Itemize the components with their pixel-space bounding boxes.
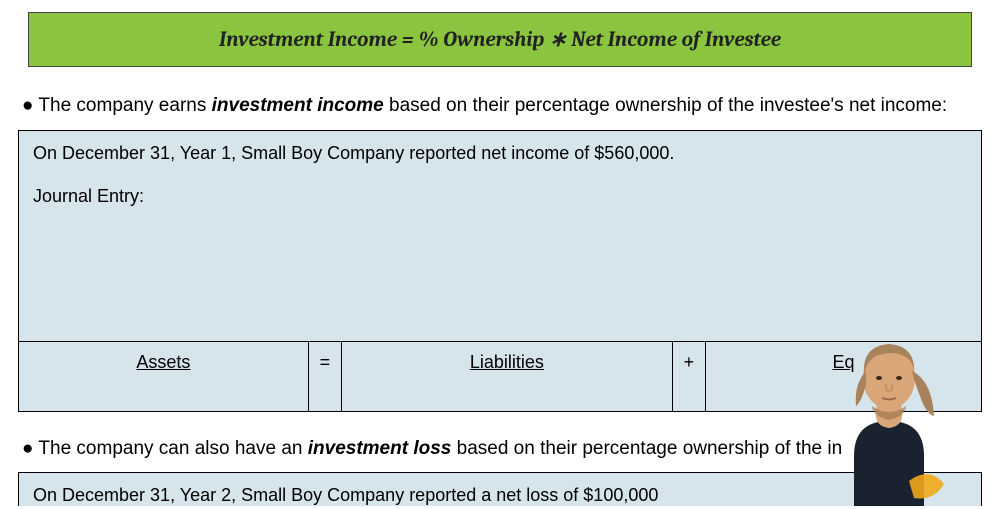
example-income-statement: On December 31, Year 1, Small Boy Compan… (33, 143, 967, 164)
bullet-investment-income: ● The company earns investment income ba… (22, 93, 978, 120)
accounting-equation-row: Assets = Liabilities + Eq (19, 341, 981, 411)
equation-assets-header: Assets (19, 342, 308, 411)
equation-equity-header: Eq (706, 342, 981, 411)
example-box-loss: On December 31, Year 2, Small Boy Compan… (18, 472, 982, 506)
example-loss-body: On December 31, Year 2, Small Boy Compan… (19, 473, 981, 506)
equation-liabilities-header: Liabilities (342, 342, 672, 411)
example-box-income: On December 31, Year 1, Small Boy Compan… (18, 130, 982, 412)
bullet-investment-loss: ● The company can also have an investmen… (22, 436, 978, 463)
equation-plus: + (672, 342, 706, 411)
example-income-body: On December 31, Year 1, Small Boy Compan… (19, 131, 981, 341)
formula-text: Investment Income = % Ownership ∗ Net In… (219, 28, 781, 52)
journal-entry-label: Journal Entry: (33, 186, 967, 207)
formula-banner: Investment Income = % Ownership ∗ Net In… (28, 12, 972, 67)
example-loss-statement: On December 31, Year 2, Small Boy Compan… (33, 485, 967, 506)
equation-equals: = (308, 342, 342, 411)
